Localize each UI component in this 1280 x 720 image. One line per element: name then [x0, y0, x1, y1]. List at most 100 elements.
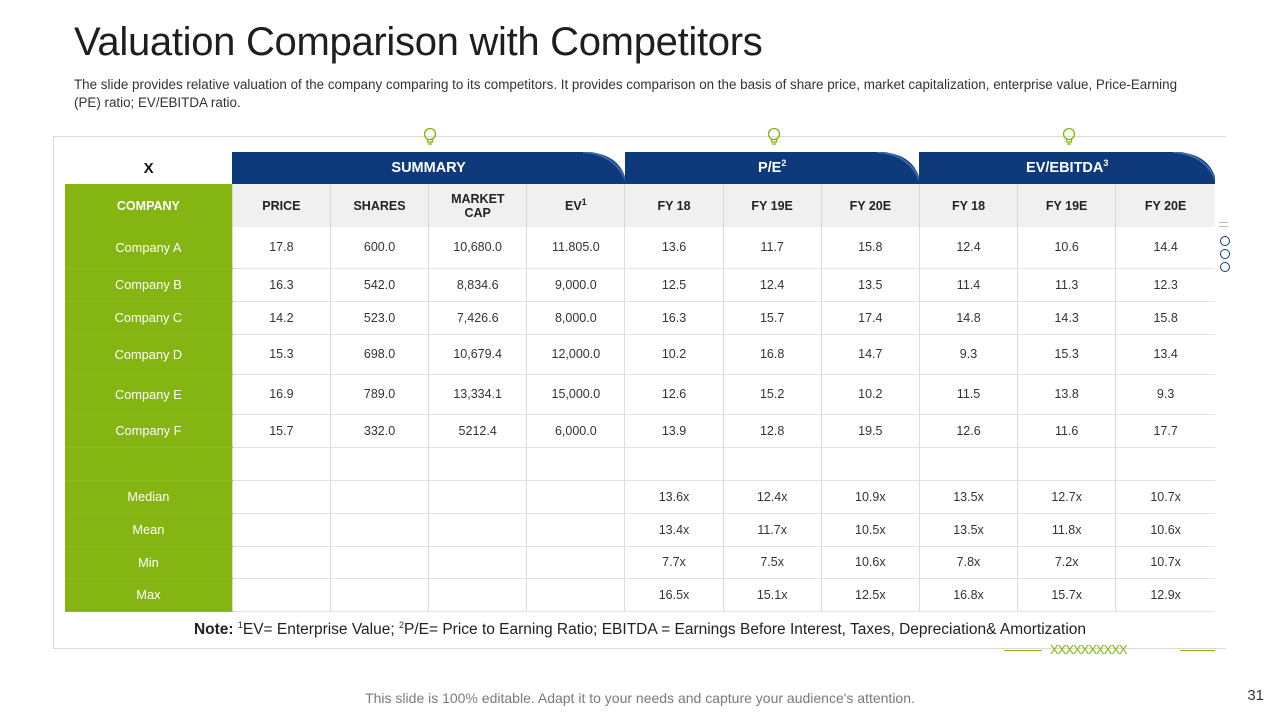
table-cell: 14.2 [231, 301, 331, 335]
table-cell: 11.7 [722, 227, 822, 269]
table-cell: 15.7x [1017, 578, 1116, 612]
table-cell: 15.8 [820, 227, 920, 269]
table-cell [329, 480, 429, 514]
side-circles-decoration [1220, 236, 1232, 275]
table-cell: 14.7 [820, 334, 920, 375]
table-cell: 12.3 [1115, 268, 1215, 302]
table-cell: 17.8 [231, 227, 331, 269]
table-body: Company A 17.8 600.0 10,680.0 11.805.0 13.6 11… [65, 227, 1215, 612]
table-cell: 11.3 [1017, 268, 1116, 302]
table-cell: 11.805.0 [526, 227, 625, 269]
shares-col-header: SHARES [329, 184, 429, 227]
row-label: Company F [65, 414, 233, 448]
table-cell: 5212.4 [428, 414, 527, 448]
table-row: Company C 14.2 523.0 7,426.6 8,000.0 16.3 15.7… [65, 301, 1215, 335]
table-cell: 12.8 [722, 414, 822, 448]
table-cell [231, 546, 331, 579]
ev-fy20e-header: FY 20E [1115, 184, 1215, 227]
table-cell: 15.2 [722, 374, 822, 415]
table-cell: 17.4 [820, 301, 920, 335]
table-cell: 19.5 [820, 414, 920, 448]
table-row: Company F 15.7 332.0 5212.4 6,000.0 13.9 12.8 1… [65, 414, 1215, 448]
table-cell [428, 578, 527, 612]
table-cell: 11.6 [1017, 414, 1116, 448]
table-cell: 12.4x [722, 480, 822, 514]
ev-ebitda-superscript: 3 [1103, 158, 1109, 169]
table-cell: 523.0 [329, 301, 429, 335]
table-cell [918, 447, 1018, 481]
row-label: Company D [65, 334, 233, 375]
table-cell [231, 447, 331, 481]
valuation-table: X SUMMARY P/E2 EV/EBITDA3 COMPANY PRICE … [65, 152, 1215, 612]
table-cell: 16.5x [624, 578, 724, 612]
table-cell: 12.7x [1017, 480, 1116, 514]
table-cell: 10.6x [820, 546, 920, 579]
table-cell: 9.3 [918, 334, 1018, 375]
table-cell: 16.8x [918, 578, 1018, 612]
table-cell: 15.7 [722, 301, 822, 335]
table-cell: 7.8x [918, 546, 1018, 579]
table-cell: 14.3 [1017, 301, 1116, 335]
table-cell: 600.0 [329, 227, 429, 269]
table-cell [722, 447, 822, 481]
row-label [65, 447, 233, 481]
table-cell: 10.5x [820, 513, 920, 547]
side-tick [1219, 226, 1228, 227]
table-cell [329, 513, 429, 547]
table-cell: 8,000.0 [526, 301, 625, 335]
note-sup-1: 1 [237, 619, 243, 630]
ev-ebitda-label: EV/EBITDA [1026, 160, 1104, 176]
subheader-row: COMPANY PRICE SHARES MARKET CAP EV1 FY 1… [65, 184, 1215, 227]
row-label: Company A [65, 227, 233, 269]
table-cell: 7.2x [1017, 546, 1116, 579]
table-cell: 16.9 [231, 374, 331, 415]
table-cell: 10,680.0 [428, 227, 527, 269]
table-cell: 12.5 [624, 268, 724, 302]
row-label: Company C [65, 301, 233, 335]
table-cell: 15.7 [231, 414, 331, 448]
table-cell: 15.1x [722, 578, 822, 612]
table-cell [428, 447, 527, 481]
table-cell [329, 578, 429, 612]
table-cell: 12.5x [820, 578, 920, 612]
table-row: Company A 17.8 600.0 10,680.0 11.805.0 13.6 11… [65, 227, 1215, 269]
table-cell: 10,679.4 [428, 334, 527, 375]
row-label: Mean [65, 513, 233, 547]
note-part-1: EV= Enterprise Value; [242, 621, 399, 638]
page-number: 31 [1247, 687, 1264, 704]
table-row: Company B 16.3 542.0 8,834.6 9,000.0 12.5 12.4… [65, 268, 1215, 302]
table-cell: 12.6 [918, 414, 1018, 448]
table-cell [526, 513, 625, 547]
table-cell [624, 447, 724, 481]
table-cell: 10.7x [1115, 546, 1215, 579]
table-cell [526, 546, 625, 579]
pe-fy20e-header: FY 20E [820, 184, 920, 227]
pe-fy18-header: FY 18 [624, 184, 724, 227]
table-cell: 13.4 [1115, 334, 1215, 375]
table-row: Company E 16.9 789.0 13,334.1 15,000.0 12.6 15… [65, 374, 1215, 415]
pe-header: P/E2 [624, 152, 920, 184]
circle-icon [1220, 236, 1230, 246]
table-cell: 13,334.1 [428, 374, 527, 415]
table-cell: 12.6 [624, 374, 724, 415]
lightbulb-icon [422, 127, 438, 147]
table-cell: 10.9x [820, 480, 920, 514]
table-cell [329, 546, 429, 579]
ev-col-label: EV [564, 198, 582, 213]
lightbulb-icon [766, 127, 782, 147]
decoration-line-right [1180, 650, 1215, 651]
slide-description: The slide provides relative valuation of… [74, 77, 1178, 110]
row-label: Max [65, 578, 233, 612]
table-cell [820, 447, 920, 481]
pe-superscript: 2 [781, 158, 787, 169]
table-cell: 6,000.0 [526, 414, 625, 448]
company-col-header: COMPANY [65, 184, 233, 227]
table-cell: 7,426.6 [428, 301, 527, 335]
table-row: Company D 15.3 698.0 10,679.4 12,000.0 10.2 16… [65, 334, 1215, 375]
table-cell: 11.4 [918, 268, 1018, 302]
table-cell [329, 447, 429, 481]
table-cell: 698.0 [329, 334, 429, 375]
slide-title: Valuation Comparison with Competitors [74, 20, 763, 64]
table-cell [231, 480, 331, 514]
table-cell: 9.3 [1115, 374, 1215, 415]
